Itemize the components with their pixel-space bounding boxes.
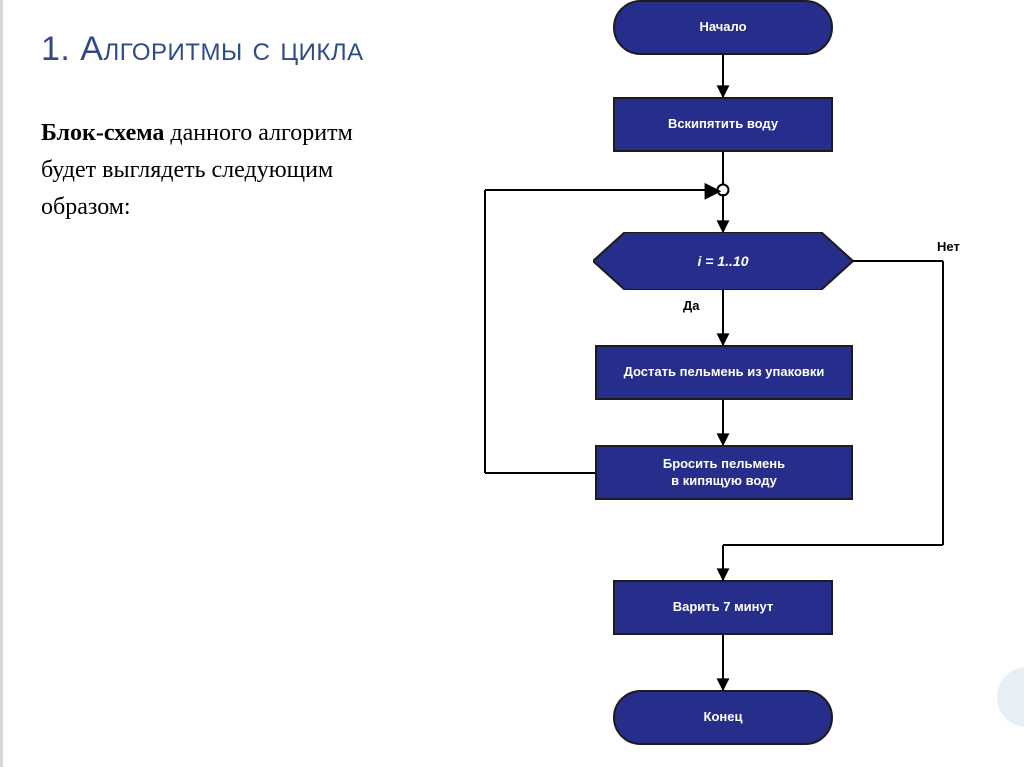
- arrow-down-icon: ▼: [712, 428, 734, 450]
- arrow-down-icon: ▼: [712, 215, 734, 237]
- body-rest1: данного алгоритм: [164, 120, 352, 146]
- arrow-down-icon: ▼: [712, 328, 734, 350]
- edge-line: [942, 261, 944, 545]
- node-boil: Вскипятить воду: [613, 97, 833, 152]
- node-throw: Бросить пельменьв кипящую воду: [595, 445, 853, 500]
- node-end: Конец: [613, 690, 833, 745]
- body-line2: будет выглядеть следующим: [41, 157, 333, 183]
- node-cook: Варить 7 минут: [613, 580, 833, 635]
- edge-label-no: Нет: [937, 239, 960, 254]
- node-take: Достать пельмень из упаковки: [595, 345, 853, 400]
- body-text: Блок-схема данного алгоритм будет выгляд…: [41, 115, 353, 227]
- slide: 1. Алгоритмы с цикла Блок-схема данного …: [0, 0, 1024, 767]
- body-line3: образом:: [41, 194, 131, 220]
- edge-line: [485, 189, 717, 191]
- arrow-down-icon: ▼: [712, 563, 734, 585]
- edge-line: [723, 544, 943, 546]
- edge-line: [485, 472, 595, 474]
- arrow-down-icon: ▼: [712, 673, 734, 695]
- body-bold: Блок-схема: [41, 120, 164, 146]
- flowchart: Начало Вскипятить воду i = 1..10 Достать пе…: [443, 0, 1003, 767]
- arrow-down-icon: ▼: [712, 80, 734, 102]
- arrow-right-icon: ▶: [705, 179, 722, 201]
- edge-line: [484, 190, 486, 473]
- node-start: Начало: [613, 0, 833, 55]
- edge-line: [722, 152, 724, 186]
- slide-title: 1. Алгоритмы с цикла: [41, 30, 364, 69]
- edge-line: [853, 260, 943, 262]
- node-loop: i = 1..10: [593, 232, 853, 290]
- edge-label-yes: Да: [683, 298, 700, 313]
